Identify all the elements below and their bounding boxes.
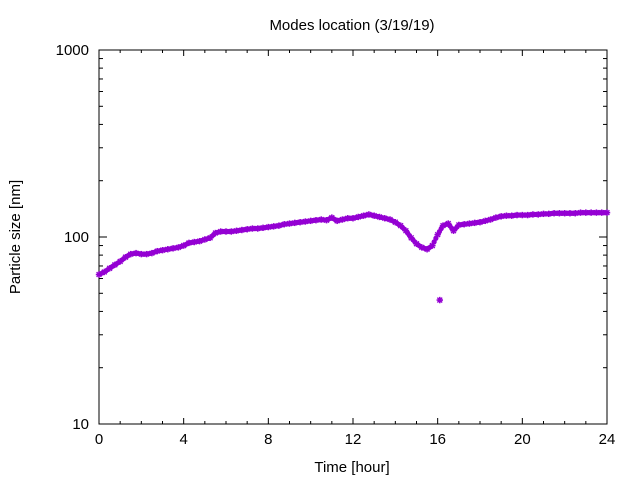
data-point-fill [412, 239, 418, 245]
chart-title: Modes location (3/19/19) [269, 17, 434, 34]
data-points [95, 209, 611, 304]
data-point-fill [396, 221, 402, 228]
x-tick-label: 0 [95, 431, 103, 448]
data-point-fill [438, 226, 444, 232]
data-point-fill [433, 235, 439, 241]
x-tick-label: 16 [429, 431, 446, 448]
x-tick-label: 4 [179, 431, 187, 448]
data-point-fill [401, 226, 407, 232]
x-axis-label: Time [hour] [314, 459, 389, 476]
y-ticks: 10 100 1000 [56, 42, 607, 433]
y-tick-label: 100 [64, 229, 89, 246]
y-tick-label: 1000 [56, 42, 89, 59]
x-tick-label: 24 [599, 431, 616, 448]
x-ticks: 0 4 8 12 16 20 24 [95, 50, 616, 448]
plot-frame [98, 49, 608, 425]
y-axis-label: Particle size [nm] [7, 180, 24, 294]
x-tick-label: 12 [345, 431, 362, 448]
data-point-fill [602, 210, 608, 216]
y-tick-label: 10 [72, 416, 89, 433]
data-point-fill [428, 244, 434, 250]
x-tick-label: 20 [514, 431, 531, 448]
data-point-fill [406, 232, 413, 239]
data-point [436, 296, 443, 304]
x-tick-label: 8 [264, 431, 272, 448]
